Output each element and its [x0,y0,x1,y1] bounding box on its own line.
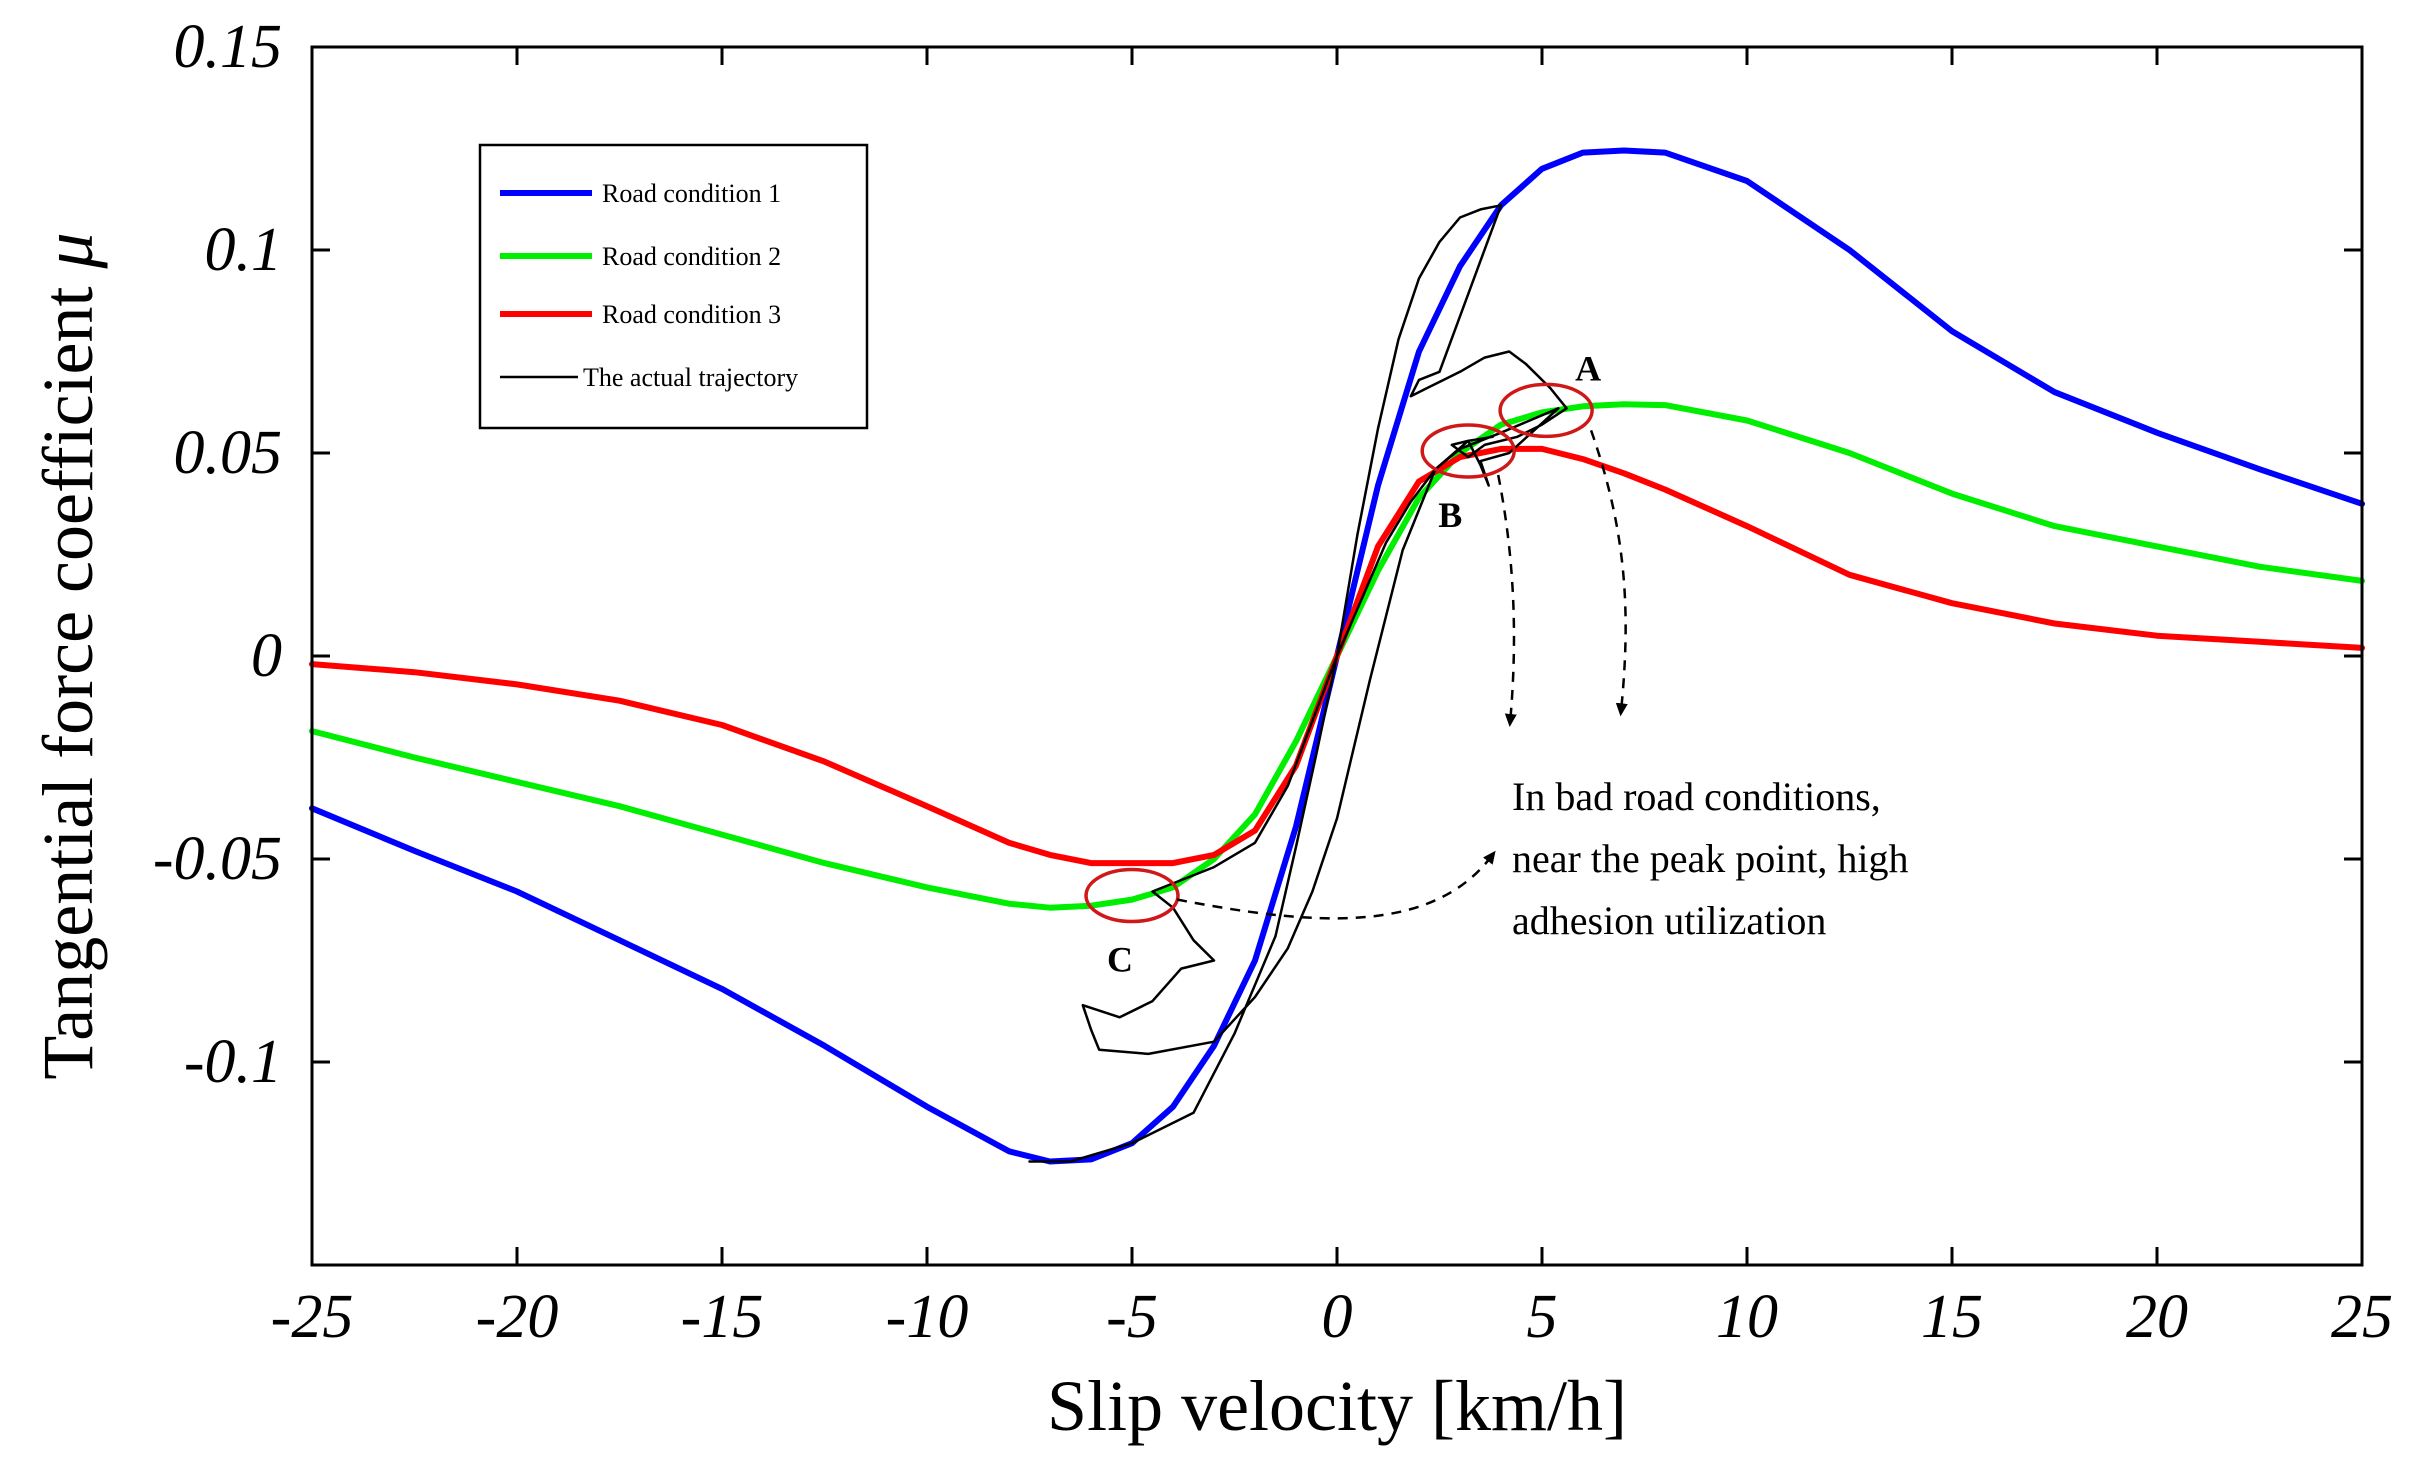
y-tick-label: -0.05 [153,825,282,893]
marker-ellipse-c [1084,867,1180,924]
series-layer [309,147,2365,1165]
note-line-3: adhesion utilization [1512,898,1826,943]
tick-layer: -25 -20 -15 -10 -5 0 5 10 15 20 25 -0.1 -0.05 0 0.05 0.… [153,13,2393,1351]
legend-label-2: Road condition 2 [602,242,781,271]
y-tick-label: -0.1 [184,1028,282,1096]
note-line-1: In bad road conditions, [1512,774,1881,819]
point-label-b: B [1438,495,1462,535]
y-tick-label: 0.05 [174,419,283,487]
annotation-layer: A B C In bad road conditions, near the peak … [1084,348,1909,980]
x-tick-label: 0 [1322,1283,1353,1351]
point-label-a: A [1575,348,1601,388]
x-tick-label: 15 [1921,1283,1983,1351]
legend-label-4: The actual trajectory [583,363,798,392]
x-tick-label: -5 [1106,1283,1158,1351]
marker-ellipse-a [1498,382,1594,439]
arrow-from-b [1496,474,1517,727]
x-tick-label: 5 [1527,1283,1558,1351]
y-axis-title: Tangential force coefficient μ [28,232,108,1079]
y-tick-label: 0.15 [174,13,283,81]
arrow-from-a [1589,429,1628,717]
x-tick-label: -10 [886,1283,969,1351]
legend-label-1: Road condition 1 [602,179,781,208]
y-axis-title-text: Tangential force coefficient [28,286,108,1079]
legend-label-3: Road condition 3 [602,300,781,329]
arrow-from-c [1176,850,1496,920]
legend: Road condition 1 Road condition 2 Road con… [478,143,869,430]
x-tick-label: 25 [2331,1283,2393,1351]
y-tick-label: 0 [251,622,282,690]
y-axis-mu-symbol: μ [28,232,108,269]
note-line-2: near the peak point, high [1512,836,1909,881]
series-line-4 [1028,204,1568,1163]
x-tick-label: 10 [1716,1283,1778,1351]
x-tick-label: -20 [476,1283,559,1351]
y-tick-label: 0.1 [205,216,283,284]
x-tick-label: -25 [271,1283,354,1351]
point-label-c: C [1107,940,1133,980]
x-tick-label: -15 [681,1283,764,1351]
x-tick-label: 20 [2126,1283,2188,1351]
x-axis-title: Slip velocity [km/h] [1047,1366,1627,1446]
marker-ellipse-b [1420,423,1516,479]
